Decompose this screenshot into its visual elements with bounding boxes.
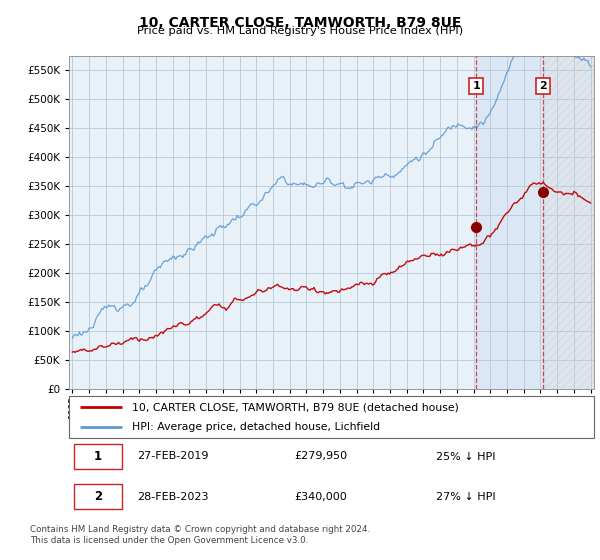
- Text: 1: 1: [94, 450, 102, 463]
- Text: £340,000: £340,000: [295, 492, 347, 502]
- Bar: [476, 56, 543, 389]
- Text: 10, CARTER CLOSE, TAMWORTH, B79 8UE (detached house): 10, CARTER CLOSE, TAMWORTH, B79 8UE (det…: [132, 402, 459, 412]
- Text: Price paid vs. HM Land Registry's House Price Index (HPI): Price paid vs. HM Land Registry's House …: [137, 26, 463, 36]
- Text: 28-FEB-2023: 28-FEB-2023: [137, 492, 209, 502]
- Text: 2: 2: [539, 81, 547, 91]
- Text: 27% ↓ HPI: 27% ↓ HPI: [437, 492, 496, 502]
- Text: 10, CARTER CLOSE, TAMWORTH, B79 8UE: 10, CARTER CLOSE, TAMWORTH, B79 8UE: [139, 16, 461, 30]
- Text: HPI: Average price, detached house, Lichfield: HPI: Average price, detached house, Lich…: [132, 422, 380, 432]
- Text: Contains HM Land Registry data © Crown copyright and database right 2024.
This d: Contains HM Land Registry data © Crown c…: [30, 525, 370, 545]
- FancyBboxPatch shape: [74, 444, 121, 469]
- FancyBboxPatch shape: [74, 484, 121, 509]
- Bar: [543, 56, 594, 389]
- Text: £279,950: £279,950: [295, 451, 348, 461]
- FancyBboxPatch shape: [69, 396, 594, 438]
- Text: 1: 1: [472, 81, 480, 91]
- Text: 25% ↓ HPI: 25% ↓ HPI: [437, 451, 496, 461]
- Text: 27-FEB-2019: 27-FEB-2019: [137, 451, 209, 461]
- Text: 2: 2: [94, 490, 102, 503]
